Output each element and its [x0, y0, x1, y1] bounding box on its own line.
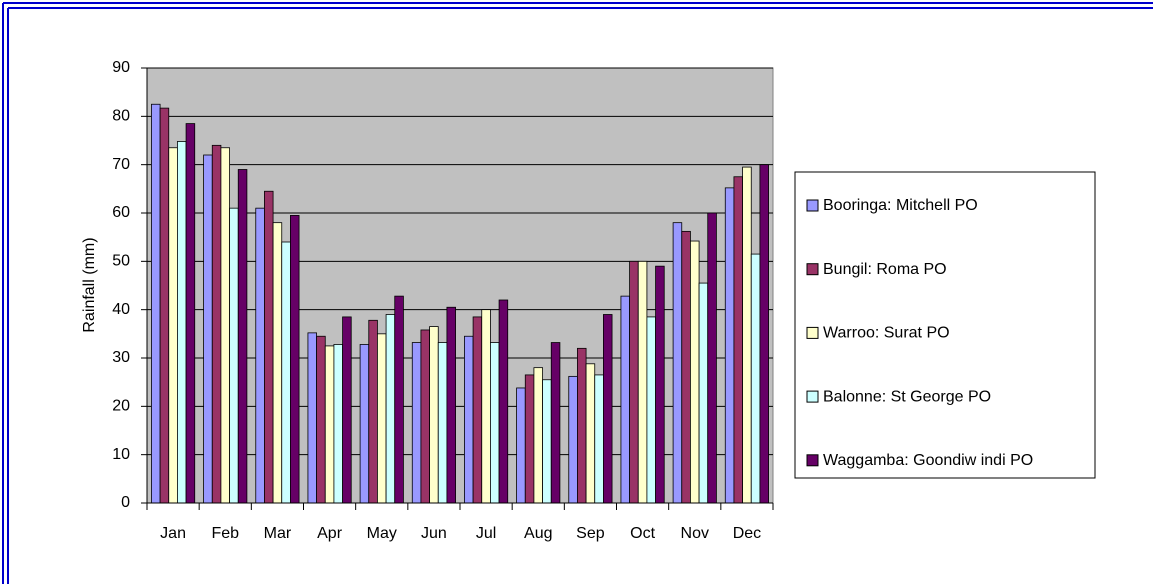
bar: [324, 345, 335, 504]
y-axis-label: Rainfall (mm): [81, 237, 98, 332]
bar: [237, 169, 248, 504]
bar: [307, 332, 317, 504]
bar: [385, 314, 396, 504]
bar: [698, 282, 709, 504]
x-tick-label: Mar: [264, 525, 292, 542]
bar: [290, 215, 300, 504]
bar: [603, 314, 613, 504]
bar: [168, 147, 178, 504]
bar: [646, 316, 656, 504]
bar: [316, 335, 326, 504]
bar: [464, 335, 474, 504]
bar: [185, 123, 196, 504]
legend-label: Bungil: Roma PO: [823, 261, 947, 278]
bar: [446, 306, 456, 504]
bar: [377, 333, 387, 504]
bar: [411, 342, 422, 504]
y-tick-label: 80: [112, 108, 130, 125]
bar: [490, 342, 500, 504]
bar: [750, 253, 761, 504]
y-tick-label: 40: [112, 301, 130, 318]
bar: [585, 363, 596, 504]
x-tick-label: Oct: [630, 525, 655, 542]
bar: [368, 319, 378, 504]
bar: [724, 187, 735, 504]
legend-box: [794, 171, 1096, 479]
y-tick-label: 70: [112, 156, 130, 173]
legend-label: Waggamba: Goondiw indi PO: [823, 452, 1033, 469]
bar: [211, 144, 222, 504]
bar: [333, 344, 343, 504]
bar: [472, 316, 483, 504]
bar: [229, 207, 239, 504]
bar: [533, 367, 543, 504]
x-tick-label: Dec: [733, 525, 761, 542]
y-tick-label: 10: [112, 446, 130, 463]
bar: [542, 379, 552, 504]
bar: [733, 176, 743, 504]
bar: [637, 260, 648, 504]
bar: [577, 347, 587, 504]
bar: [672, 222, 683, 504]
legend-swatch: [806, 390, 819, 403]
legend-label: Balonne: St George PO: [823, 388, 991, 405]
x-tick-label: Jun: [421, 525, 447, 542]
bar: [255, 207, 265, 504]
x-tick-label: Jul: [476, 525, 496, 542]
bar: [742, 166, 752, 504]
bar: [568, 375, 578, 504]
x-tick-label: Jan: [160, 525, 186, 542]
bar: [264, 190, 274, 504]
y-tick-label: 30: [112, 349, 130, 366]
bar: [707, 212, 717, 504]
bar: [690, 240, 700, 504]
legend-swatch: [806, 199, 819, 212]
y-tick-label: 60: [112, 204, 130, 221]
y-tick-label: 20: [112, 398, 130, 415]
y-tick-label: 50: [112, 253, 130, 270]
bar: [220, 147, 230, 504]
bar: [655, 265, 665, 504]
bar: [342, 316, 352, 504]
bar: [498, 299, 509, 504]
y-tick-label: 0: [121, 494, 130, 511]
bar: [420, 329, 430, 504]
bar: [272, 222, 283, 504]
plot-area: [146, 67, 774, 504]
bar: [159, 107, 170, 504]
x-tick-label: Feb: [211, 525, 239, 542]
bar: [151, 103, 161, 504]
x-tick-label: Apr: [317, 525, 343, 542]
x-tick-label: Nov: [681, 525, 709, 542]
bar: [620, 295, 630, 504]
legend-label: Warroo: Surat PO: [823, 325, 950, 342]
y-tick-label: 90: [112, 59, 130, 76]
bar: [281, 241, 291, 504]
legend-swatch: [806, 263, 819, 276]
bar: [203, 154, 213, 504]
bar: [359, 344, 370, 504]
legend-swatch: [806, 326, 819, 339]
x-tick-label: Sep: [576, 525, 605, 542]
bar: [394, 295, 404, 504]
bar: [681, 230, 691, 504]
x-tick-label: Aug: [524, 525, 552, 542]
x-tick-label: May: [367, 525, 397, 542]
legend-label: Booringa: Mitchell PO: [823, 197, 978, 214]
bar: [594, 374, 604, 504]
legend-swatch: [806, 454, 819, 467]
bar: [516, 387, 526, 504]
bar: [759, 164, 769, 504]
bar: [429, 326, 439, 504]
bar: [524, 374, 535, 504]
bar: [550, 342, 561, 504]
bar: [629, 260, 639, 504]
bar: [481, 309, 491, 504]
bar: [437, 342, 448, 504]
bar: [177, 141, 187, 504]
